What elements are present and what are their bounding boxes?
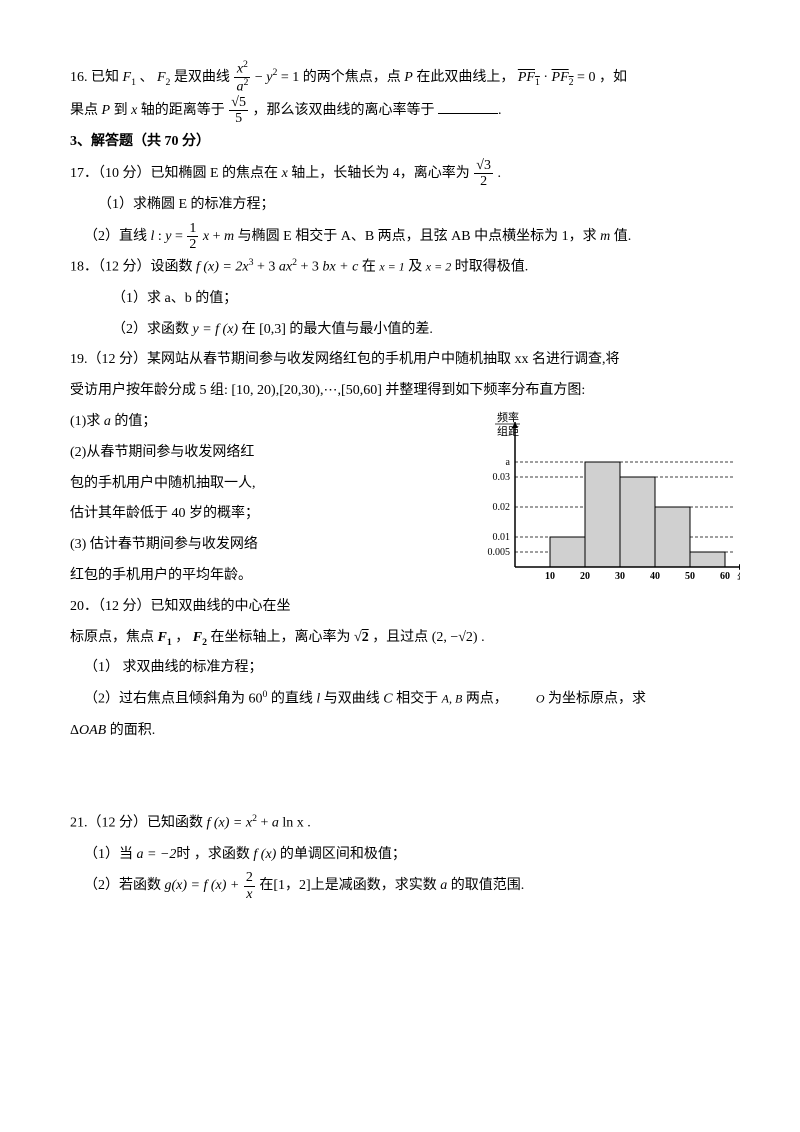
q19-p2c: 估计其年龄低于 40 岁的概率； [70,499,450,530]
svg-text:0.005: 0.005 [488,547,511,558]
q19-p2b: 包的手机用户中随机抽取一人, [70,469,450,500]
svg-text:0.02: 0.02 [493,502,511,513]
q19-p3b: 红包的手机用户的平均年龄。 [70,561,450,592]
q17: 17．（10 分）已知椭圆 E 的焦点在 x 轴上，长轴长为 4，离心率为 √3… [70,158,740,190]
q19-p1: (1)求 a 的值； [70,407,450,438]
blank-answer [438,99,498,114]
q19-p3a: (3) 估计春节期间参与收发网络 [70,530,450,561]
q19-line2: 受访用户按年龄分成 5 组: [10, 20),[20,30),⋯,[50,60… [70,376,740,407]
svg-text:年龄: 年龄 [737,570,740,584]
q16: 16. 已知 F1 、 F2 是双曲线 x2a2 − y2 = 1 的两个焦点，… [70,60,740,95]
q19-p2a: (2)从春节期间参与收发网络红 [70,438,450,469]
q18-p2: （2）求函数 y = f (x) 在 [0,3] 的最大值与最小值的差. [70,315,740,346]
q20-p1: （1） 求双曲线的标准方程； [70,653,740,684]
q16-line2: 果点 P 到 x 轴的距离等于 √55 ，那么该双曲线的离心率等于 . [70,95,740,127]
svg-text:a: a [506,457,511,468]
q19-line1: 19.（12 分）某网站从春节期间参与收发网络红包的手机用户中随机抽取 xx 名… [70,345,740,376]
q20-p3: ΔOAB 的面积. [70,716,740,747]
svg-text:0.01: 0.01 [493,532,511,543]
svg-text:20: 20 [580,571,590,582]
q17-p2: （2）直线 l : y = 12 x + m 与椭圆 E 相交于 A、B 两点，… [70,221,740,253]
q18: 18．（12 分）设函数 f (x) = 2x3 + 3 ax2 + 3 bx … [70,252,740,283]
histogram-chart: 0.005 0.01 0.02 0.03 a 10 20 30 40 50 60 频率组距年龄 [460,407,740,597]
svg-text:组距: 组距 [497,424,519,438]
q20-p2: （2）过右焦点且倾斜角为 600 的直线 l 与双曲线 C 相交于 A, B 两… [70,684,740,715]
svg-text:50: 50 [685,571,695,582]
svg-text:0.03: 0.03 [493,472,511,483]
svg-text:40: 40 [650,571,660,582]
q21-p2: （2）若函数 g(x) = f (x) + 2x 在[1，2]上是减函数，求实数… [70,870,740,902]
q17-p1: （1）求椭圆 E 的标准方程； [70,190,740,221]
q18-p1: （1）求 a、b 的值； [70,284,740,315]
svg-text:30: 30 [615,571,625,582]
q21: 21.（12 分）已知函数 f (x) = x2 + a ln x . [70,808,740,839]
svg-text:60: 60 [720,571,730,582]
svg-text:频率: 频率 [497,410,519,424]
section-3-title: 3、解答题（共 70 分） [70,127,740,158]
svg-text:10: 10 [545,571,555,582]
q20-head: 20．（12 分）已知双曲线的中心在坐 [70,592,450,623]
q21-p1: （1）当 a = −2时 ，求函数 f (x) 的单调区间和极值； [70,840,740,871]
q19-body: (1)求 a 的值； (2)从春节期间参与收发网络红 包的手机用户中随机抽取一人… [70,407,740,623]
q20-line2: 标原点，焦点 F1 ， F2 在坐标轴上，离心率为 √2 ，且过点 (2, −√… [70,623,740,654]
q16-prefix: 16. 已知 [70,70,119,85]
